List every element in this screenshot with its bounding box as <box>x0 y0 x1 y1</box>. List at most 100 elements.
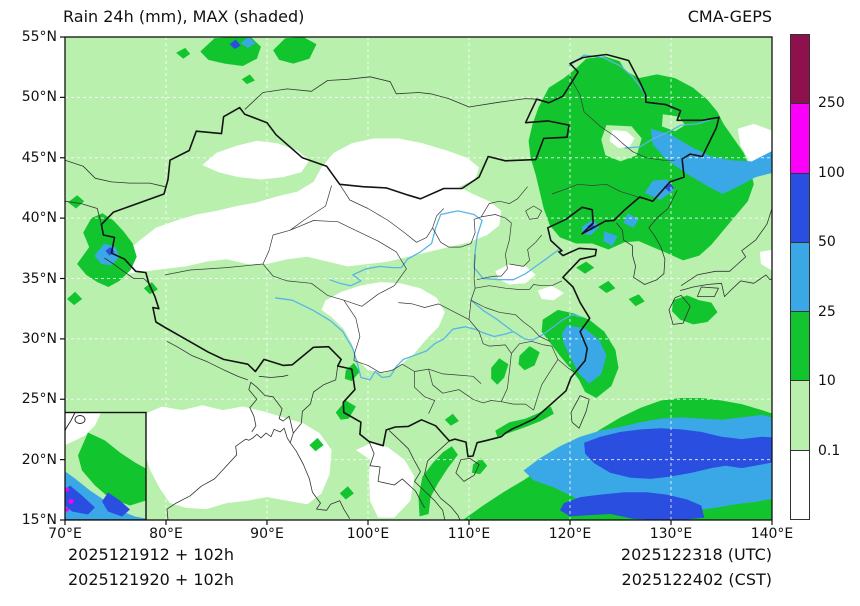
coastline-border <box>616 190 678 285</box>
x-tick-label: 70°E <box>48 526 82 542</box>
province-boundary <box>432 216 482 248</box>
province-boundary <box>525 205 543 220</box>
province-boundary <box>398 254 476 320</box>
x-tick-label: 80°E <box>149 526 183 542</box>
init-time-utc: 2025121912 + 102h <box>68 545 235 564</box>
dry-region <box>321 282 445 373</box>
dry-region <box>113 138 502 274</box>
inset-hainan-outline <box>74 415 86 424</box>
rain-10-25-region <box>491 358 509 385</box>
rain-10-25-region <box>176 47 191 59</box>
river-line <box>329 210 560 287</box>
y-tick-label: 55°N <box>21 29 57 45</box>
x-tick-label: 110°E <box>447 526 491 542</box>
rain-10-25-region <box>518 346 540 371</box>
province-boundary <box>477 214 512 281</box>
map-content <box>65 37 772 520</box>
province-boundary <box>475 280 563 290</box>
colorbar-tick-label: 10 <box>818 373 836 390</box>
rain-10-25-region <box>67 291 83 306</box>
rain-50-100-region <box>229 39 241 50</box>
x-tick-label: 100°E <box>346 526 390 542</box>
rain-25-50-region <box>623 213 639 228</box>
province-boundary <box>569 76 633 152</box>
dry-region <box>138 405 332 510</box>
y-tick-label: 45°N <box>21 149 57 166</box>
rain-10-25-region <box>444 413 459 426</box>
province-boundary <box>164 185 332 276</box>
coastline-border <box>248 381 294 434</box>
rain-10-25-region <box>418 446 458 517</box>
inset-coastline <box>65 412 76 433</box>
river-line <box>470 299 513 332</box>
coastline-border <box>244 76 537 110</box>
river-line <box>624 118 713 149</box>
model-name: CMA-GEPS <box>687 7 772 26</box>
colorbar-segment <box>791 381 809 451</box>
colorbar-segment <box>791 35 809 105</box>
rain-50-100-region <box>584 428 772 479</box>
coastline-border <box>388 430 446 520</box>
y-tick-label: 20°N <box>21 451 57 468</box>
inset-rain-100-250 <box>65 507 69 512</box>
inset-rain-100-250 <box>68 499 74 504</box>
colorbar-tick-label: 50 <box>818 234 836 251</box>
rain-25-50-region <box>650 128 772 194</box>
valid-time-utc: 2025122318 (UTC) <box>620 545 772 564</box>
rain-10-25-region <box>339 486 354 500</box>
rain-10-25-region <box>335 400 356 420</box>
dry-region <box>537 285 564 301</box>
coastline-border <box>289 365 339 443</box>
colorbar-tick-label: 250 <box>818 95 845 112</box>
coastline-border <box>65 200 102 225</box>
coastline-border <box>679 274 772 297</box>
rain-10-25-region <box>528 56 754 261</box>
rain-10-25-region <box>672 295 718 325</box>
province-boundary <box>339 184 445 243</box>
rain-10-25-region <box>576 261 595 274</box>
coastline-border <box>166 427 291 520</box>
rain-hole-region <box>661 114 686 132</box>
x-tick-label: 140°E <box>750 526 794 542</box>
coastline-border <box>696 286 719 297</box>
coastline-border <box>104 257 150 284</box>
colorbar-tick-label: 0.1 <box>818 442 841 459</box>
coastline-border <box>455 458 480 482</box>
coastline-border <box>65 159 166 188</box>
province-boundary <box>428 369 534 411</box>
province-boundary <box>578 183 643 200</box>
province-boundary <box>511 340 576 373</box>
province-boundary <box>470 299 550 342</box>
colorbar-tick-label: 100 <box>818 164 845 181</box>
province-boundary <box>480 186 528 218</box>
coastline-border <box>668 295 691 325</box>
rain-10-25-region <box>309 437 324 452</box>
plot-title: Rain 24h (mm), MAX (shaded) <box>63 7 305 26</box>
province-boundary <box>290 220 407 307</box>
province-boundary <box>262 263 361 361</box>
rain-10-25-region <box>598 280 616 293</box>
rain-10-25-region <box>472 458 488 475</box>
coastline-border <box>680 207 772 287</box>
x-tick-label: 120°E <box>548 526 592 542</box>
colorbar-segment <box>791 450 809 519</box>
y-tick-label: 15°N <box>21 512 57 528</box>
dry-hole-region <box>609 130 635 149</box>
coastline-border <box>289 442 351 520</box>
province-boundary <box>632 151 675 161</box>
inset-border <box>65 411 147 520</box>
y-tick-label: 25°N <box>21 391 57 408</box>
valid-time-cst: 2025122402 (CST) <box>621 570 772 589</box>
rain-10-25-region <box>273 37 317 64</box>
init-time-cst: 2025121920 + 102h <box>68 570 235 589</box>
coastline-border <box>570 395 590 429</box>
dry-region <box>202 140 310 180</box>
province-boundary <box>414 371 436 414</box>
colorbar-tick-label: 25 <box>818 303 836 320</box>
coastline-border <box>424 440 461 520</box>
rain-25-50-region <box>94 243 120 266</box>
rain-10-25-region <box>628 294 645 307</box>
south-china-sea-inset <box>65 411 147 520</box>
coastline-border <box>368 441 425 509</box>
